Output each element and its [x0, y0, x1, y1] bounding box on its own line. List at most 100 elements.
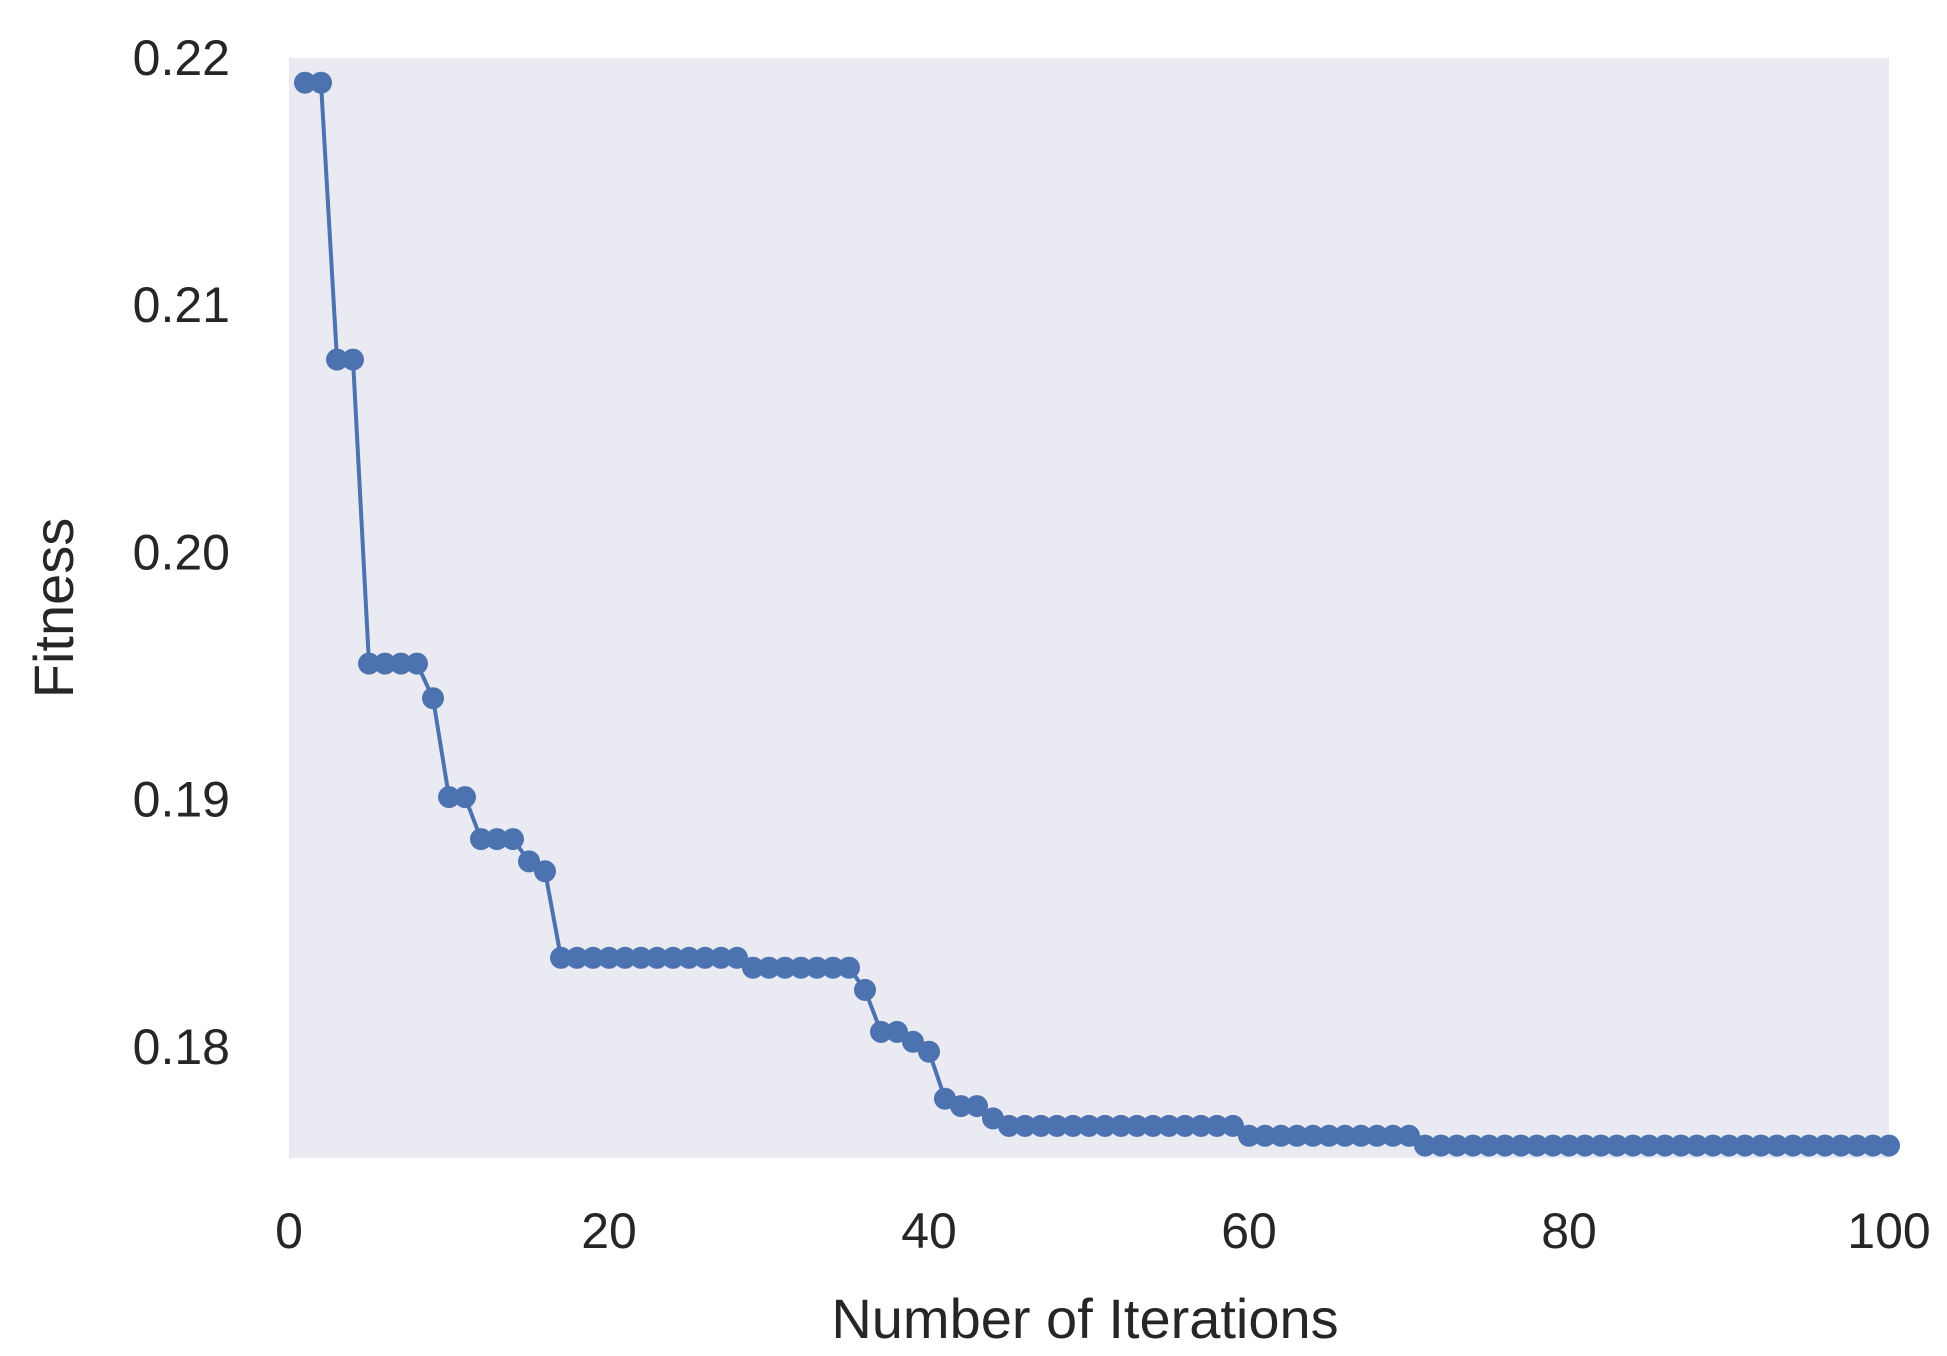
data-point	[806, 956, 828, 979]
data-point	[1670, 1134, 1692, 1157]
data-point	[1462, 1134, 1484, 1157]
data-point	[1030, 1114, 1052, 1137]
data-point	[742, 956, 764, 979]
data-point	[1334, 1124, 1356, 1147]
data-point	[1174, 1114, 1196, 1137]
data-point	[1318, 1124, 1340, 1147]
data-point	[358, 652, 380, 675]
data-point	[310, 71, 332, 94]
data-point	[1766, 1134, 1788, 1157]
data-point	[1142, 1114, 1164, 1137]
y-tick-labels: 0.18 0.19 0.20 0.21 0.22	[133, 30, 230, 1075]
data-point	[1734, 1134, 1756, 1157]
y-axis-label: Fitness	[22, 518, 85, 699]
x-axis-label: Number of Iterations	[831, 1287, 1338, 1350]
data-point	[678, 946, 700, 969]
data-point	[1542, 1134, 1564, 1157]
y-tick-label: 0.18	[133, 1019, 230, 1075]
data-point	[294, 71, 316, 94]
x-tick-label: 80	[1541, 1203, 1597, 1259]
data-point	[1014, 1114, 1036, 1137]
data-point	[966, 1095, 988, 1118]
data-point	[1270, 1124, 1292, 1147]
x-tick-labels: 0 20 40 60 80 100	[275, 1203, 1931, 1259]
x-tick-label: 60	[1221, 1203, 1277, 1259]
data-point	[1430, 1134, 1452, 1157]
data-point	[502, 828, 524, 851]
data-point	[886, 1020, 908, 1043]
data-point	[662, 946, 684, 969]
data-point	[598, 946, 620, 969]
data-point	[822, 956, 844, 979]
data-point	[1862, 1134, 1884, 1157]
data-point	[470, 828, 492, 851]
data-point	[1638, 1134, 1660, 1157]
data-point	[1558, 1134, 1580, 1157]
data-point	[1814, 1134, 1836, 1157]
data-point	[1574, 1134, 1596, 1157]
data-point	[726, 946, 748, 969]
data-point	[1206, 1114, 1228, 1137]
data-point	[1510, 1134, 1532, 1157]
data-point	[1414, 1134, 1436, 1157]
data-point	[1286, 1124, 1308, 1147]
data-point	[1830, 1134, 1852, 1157]
data-point	[422, 687, 444, 710]
data-point	[1126, 1114, 1148, 1137]
data-point	[1398, 1124, 1420, 1147]
data-point	[774, 956, 796, 979]
fitness-series-points	[294, 71, 1900, 1157]
data-point	[1382, 1124, 1404, 1147]
data-point	[1718, 1134, 1740, 1157]
data-point	[342, 348, 364, 371]
data-point	[1622, 1134, 1644, 1157]
data-point	[1046, 1114, 1068, 1137]
data-point	[630, 946, 652, 969]
data-point	[486, 828, 508, 851]
data-point	[854, 978, 876, 1001]
data-point	[534, 860, 556, 883]
data-point	[1478, 1134, 1500, 1157]
data-point	[870, 1020, 892, 1043]
x-tick-label: 0	[275, 1203, 303, 1259]
data-point	[1606, 1134, 1628, 1157]
data-point	[1350, 1124, 1372, 1147]
x-tick-label: 40	[901, 1203, 957, 1259]
x-tick-label: 20	[581, 1203, 637, 1259]
data-point	[1878, 1134, 1900, 1157]
data-point	[694, 946, 716, 969]
y-tick-label: 0.22	[133, 30, 230, 86]
data-point	[1750, 1134, 1772, 1157]
plot-area	[289, 58, 1889, 1158]
data-point	[1094, 1114, 1116, 1137]
data-point	[614, 946, 636, 969]
data-point	[326, 348, 348, 371]
data-point	[1110, 1114, 1132, 1137]
data-point	[518, 850, 540, 873]
data-point	[390, 652, 412, 675]
data-point	[918, 1040, 940, 1063]
data-point	[790, 956, 812, 979]
data-point	[758, 956, 780, 979]
data-point	[902, 1030, 924, 1053]
data-point	[406, 652, 428, 675]
data-point	[998, 1114, 1020, 1137]
data-point	[1254, 1124, 1276, 1147]
data-point	[1798, 1134, 1820, 1157]
x-tick-label: 100	[1847, 1203, 1930, 1259]
data-point	[838, 956, 860, 979]
y-tick-label: 0.21	[133, 277, 230, 333]
data-point	[582, 946, 604, 969]
data-point	[646, 946, 668, 969]
data-point	[1526, 1134, 1548, 1157]
data-point	[1686, 1134, 1708, 1157]
data-point	[374, 652, 396, 675]
data-point	[1190, 1114, 1212, 1137]
data-point	[438, 786, 460, 809]
data-point	[1494, 1134, 1516, 1157]
data-point	[1078, 1114, 1100, 1137]
data-point	[454, 786, 476, 809]
data-point	[1238, 1124, 1260, 1147]
data-point	[1702, 1134, 1724, 1157]
data-point	[1366, 1124, 1388, 1147]
